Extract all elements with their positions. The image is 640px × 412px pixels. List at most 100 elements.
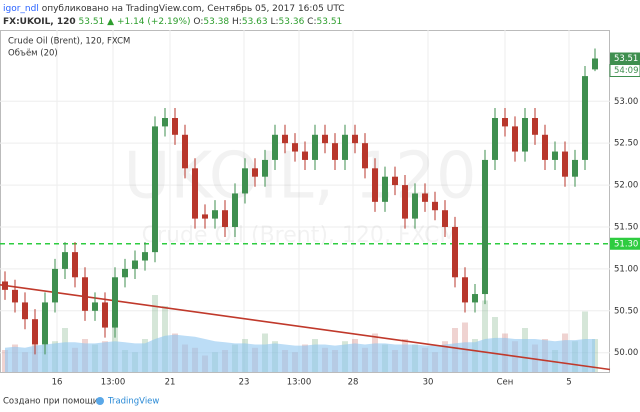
symbol-line: FX:UKOIL, 120 53.51 ▲ +1.14 (+2.19%) O:5… (3, 17, 342, 27)
ohlc-label: H: (232, 17, 242, 27)
legend-indicator: Объём (20) (8, 49, 58, 59)
candle-body (52, 268, 58, 303)
y-tick-label: 50.00 (614, 348, 638, 358)
y-tick-label: 53.00 (614, 97, 638, 107)
candle-body (452, 226, 458, 278)
candle-body (192, 168, 198, 219)
candle-body (572, 159, 578, 177)
hline-label-bg (610, 237, 640, 250)
candle-body (212, 210, 218, 219)
x-tick-label: 30 (423, 378, 434, 388)
ohlc-value: 53.63 (242, 17, 268, 27)
ohlc-label: C: (307, 17, 316, 27)
ohlc-value: 53.36 (279, 17, 305, 27)
x-tick-label: 23 (239, 378, 250, 388)
candle-body (442, 210, 448, 227)
y-tick-label: 50.50 (614, 306, 638, 316)
x-tick-label: 13:00 (101, 378, 126, 388)
candle-body (562, 151, 568, 177)
countdown-bg (609, 64, 640, 77)
candle-body (592, 58, 598, 70)
candle-body (462, 277, 468, 303)
hline-label: 51.30 (614, 239, 638, 249)
legend-title: Crude Oil (Brent), 120, FXCM (8, 37, 130, 47)
ohlc-value: 53.38 (203, 17, 229, 27)
candle-body (222, 210, 228, 227)
candle-body (112, 277, 118, 328)
y-tick-label: 52.00 (614, 181, 638, 191)
candle-body (132, 260, 138, 269)
candle-body (472, 294, 478, 303)
candle-body (542, 134, 548, 160)
candle-body (522, 118, 528, 152)
x-tick-label: Сен (497, 378, 514, 388)
candle-body (292, 143, 298, 152)
candle-body (12, 289, 18, 303)
candle-body (82, 277, 88, 311)
candle-body (412, 193, 418, 219)
ohlc-label: O: (193, 17, 203, 27)
watermark: UKOIL, 120 (123, 140, 476, 214)
candle-body (162, 118, 168, 127)
candle-body (62, 252, 68, 269)
candle-body (282, 134, 288, 144)
last-price: 53.51 (79, 17, 105, 27)
candle-body (2, 281, 8, 290)
x-tick-label: 16 (52, 378, 63, 388)
candle-body (302, 151, 308, 160)
footer-created: Создано при помощи (3, 397, 98, 407)
candle-body (362, 143, 368, 169)
volume-bar (152, 295, 158, 372)
candle-body (262, 159, 268, 177)
candle-body (182, 134, 188, 169)
trendline (0, 284, 611, 371)
candle-body (72, 252, 78, 278)
ohlc-label: L: (270, 17, 278, 27)
candle-body (202, 214, 208, 219)
candle-body (332, 143, 338, 160)
price-label: 53.51 (614, 54, 638, 64)
header-line: igor_ndl опубликовано на TradingView.com… (3, 4, 345, 14)
candle-body (232, 193, 238, 227)
x-tick-label: 5 (566, 378, 571, 388)
candle-body (42, 302, 48, 345)
candle-body (272, 134, 278, 160)
footer-brand[interactable]: TradingView (107, 397, 159, 407)
symbol: FX:UKOIL, 120 (3, 17, 76, 27)
author[interactable]: igor_ndl (3, 4, 39, 14)
ohlc-value: 53.51 (317, 17, 343, 27)
candle-body (252, 168, 258, 177)
candle-body (382, 176, 388, 202)
candle-body (102, 302, 108, 328)
candle-body (432, 201, 438, 211)
candle-body (92, 302, 98, 311)
candle-body (312, 134, 318, 160)
candle-body (402, 185, 408, 219)
plot-frame (0, 30, 610, 373)
x-tick-label: 28 (348, 378, 359, 388)
candle-body (352, 134, 358, 144)
candle-body (492, 118, 498, 160)
candle-body (582, 76, 588, 160)
candle-body (342, 134, 348, 160)
volume-bar (482, 300, 488, 372)
candle-body (372, 168, 378, 202)
x-tick-label: 21 (165, 378, 176, 388)
price-label-bg (610, 52, 640, 65)
countdown: 54:09 (614, 66, 639, 76)
volume-ma-area (5, 334, 595, 372)
change: ▲ +1.14 (+2.19%) (107, 17, 190, 27)
candle-body (242, 168, 248, 194)
candle-body (22, 302, 28, 320)
y-tick-label: 51.50 (614, 222, 638, 232)
candle-body (172, 118, 178, 135)
candle-body (502, 118, 508, 127)
candle-body (32, 319, 38, 345)
candle-body (122, 268, 128, 278)
logo (96, 397, 104, 405)
y-tick-label: 51.00 (614, 264, 638, 274)
candle-body (142, 252, 148, 261)
published: опубликовано на TradingView.com, Сентябр… (42, 4, 345, 14)
y-tick-label: 52.50 (614, 139, 638, 149)
